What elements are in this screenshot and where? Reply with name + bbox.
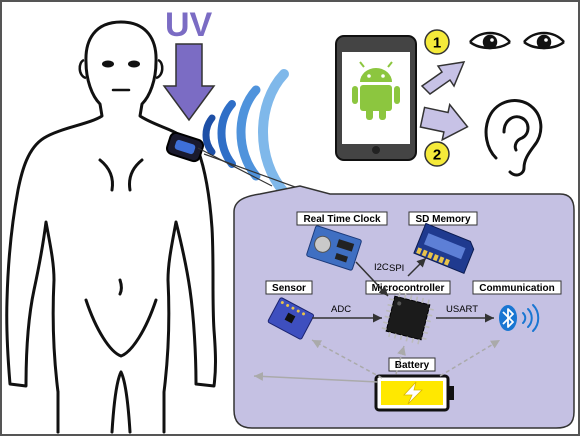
comm-label: Communication xyxy=(479,283,555,294)
uv-label: UV xyxy=(165,6,213,44)
comm-label-box xyxy=(472,280,562,295)
mcu-label: Microcontroller xyxy=(372,283,445,294)
sd-label: SD Memory xyxy=(415,214,470,225)
i2c-label: I2C xyxy=(374,262,389,273)
face xyxy=(78,58,164,92)
human-body-outline xyxy=(5,20,217,434)
battery-label-box xyxy=(388,357,436,372)
wearable-device xyxy=(165,131,205,163)
sd-label-box xyxy=(408,211,478,226)
battery-icon xyxy=(374,374,454,412)
step-2-badge xyxy=(424,141,450,167)
eye-icon xyxy=(469,31,511,50)
step-1-label: 1 xyxy=(433,35,441,52)
eye-icon xyxy=(523,31,565,50)
sensor-label-box xyxy=(265,280,313,295)
spi-label: SPI xyxy=(389,263,404,274)
bluetooth-icon xyxy=(499,305,517,331)
rtc-label: Real Time Clock xyxy=(303,214,381,225)
usart-label: USART xyxy=(446,304,478,315)
adc-label: ADC xyxy=(331,304,351,315)
rtc-label-box xyxy=(296,211,388,226)
sensor-board-image xyxy=(267,297,315,340)
step-2-label: 2 xyxy=(433,147,441,164)
power-arrows xyxy=(253,339,501,383)
ear-icon xyxy=(484,99,543,177)
arrow-to-eyes xyxy=(420,61,466,95)
signal-waves-icon xyxy=(522,304,540,332)
rtc-module-image xyxy=(306,225,362,271)
android-icon xyxy=(352,61,400,120)
uv-down-arrow xyxy=(162,43,216,122)
lightning-icon xyxy=(403,381,423,405)
microcontroller-chip-image xyxy=(381,292,434,345)
spi-arrow xyxy=(407,257,427,277)
arrow-to-ear xyxy=(419,102,469,142)
battery-label: Battery xyxy=(395,360,430,371)
step-1-badge xyxy=(424,29,450,55)
sd-card-image xyxy=(413,222,475,274)
sensor-label: Sensor xyxy=(272,283,306,294)
bus-arrows xyxy=(312,257,494,323)
i2c-arrow xyxy=(355,261,389,297)
